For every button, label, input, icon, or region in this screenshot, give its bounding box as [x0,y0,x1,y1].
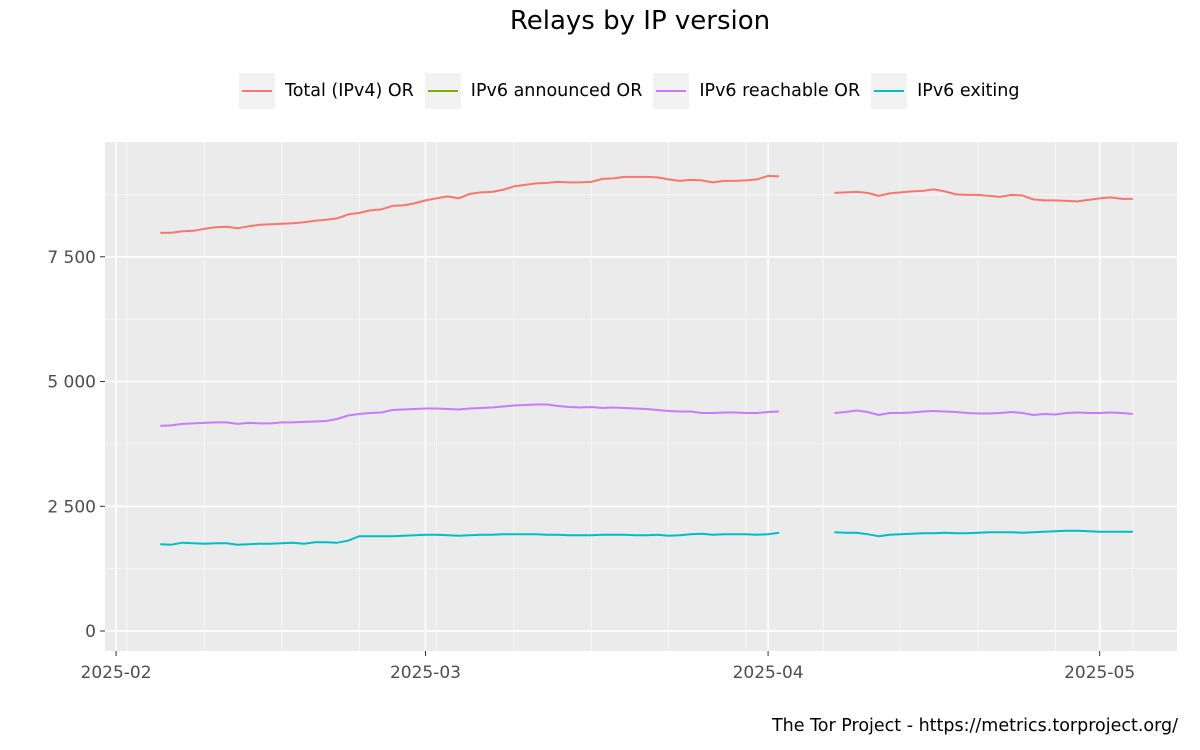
x-tick-label: 2025-02 [81,663,152,683]
legend-label-total-ipv4: Total (IPv4) OR [285,81,414,101]
chart-caption: The Tor Project - https://metrics.torpro… [771,716,1178,736]
legend-key-ipv6-exiting [871,73,908,109]
series-line-total-ipv4-or [160,174,780,234]
legend-key-total-ipv4 [239,73,275,109]
legend-label-ipv6-reachable: IPv6 reachable OR [699,81,861,101]
plot-panel [105,142,1177,651]
y-tick-label: 5 000 [47,373,96,393]
legend-label-ipv6-announced: IPv6 announced OR [470,81,643,101]
legend-item-total-ipv4: Total (IPv4) OR [239,73,414,109]
legend-item-ipv6-exiting: IPv6 exiting [871,73,1019,109]
x-tick-label: 2025-03 [390,663,461,683]
chart-title: Relays by IP version [509,6,771,36]
y-tick-label: 0 [85,622,96,642]
series-line-total-ipv4-or [834,188,1133,203]
series-line-ipv6-exiting [160,531,780,546]
legend: Total (IPv4) OR IPv6 announced OR IPv6 r… [239,73,1030,109]
series-line-ipv6-reachable-or [834,409,1133,416]
legend-key-ipv6-reachable [653,73,690,109]
legend-item-ipv6-reachable: IPv6 reachable OR [653,73,860,109]
legend-item-ipv6-announced: IPv6 announced OR [424,73,643,109]
series-line-ipv6-exiting [834,529,1133,538]
y-tick-label: 7 500 [47,248,96,268]
legend-label-ipv6-exiting: IPv6 exiting [917,81,1020,101]
legend-key-ipv6-announced [424,73,461,109]
x-tick-label: 2025-04 [733,663,804,683]
x-tick-label: 2025-05 [1064,663,1135,683]
y-tick-label: 2 500 [47,497,96,517]
series-line-ipv6-reachable-or [160,403,780,427]
